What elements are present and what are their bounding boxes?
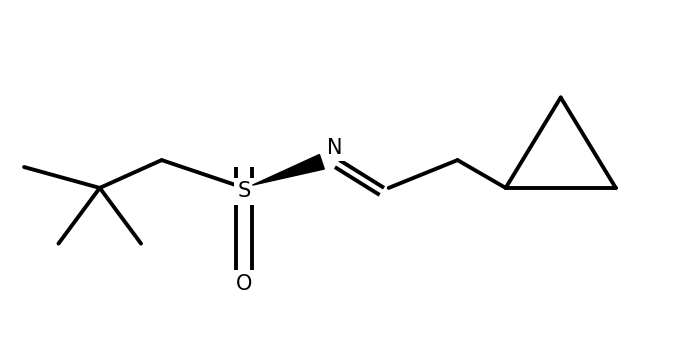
Text: S: S [237,181,251,201]
Text: N: N [327,138,343,158]
Text: O: O [236,274,252,294]
Polygon shape [252,155,324,185]
